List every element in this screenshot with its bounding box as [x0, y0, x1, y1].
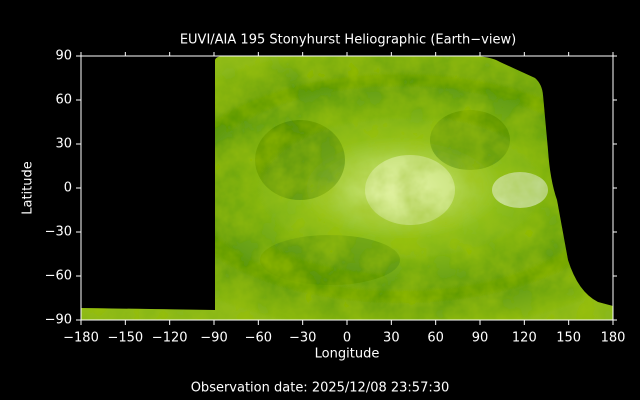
y-tick-label: −60: [45, 269, 72, 284]
x-tick-label: 0: [343, 331, 351, 346]
y-tick-label: −90: [45, 313, 72, 328]
y-tick-label: 90: [55, 49, 72, 64]
footer: Observation date: 2025/12/08 23:57:30: [191, 381, 450, 396]
x-tick-label: −60: [245, 331, 272, 346]
y-tick-label: 60: [55, 93, 72, 108]
x-tick-label: 60: [427, 331, 444, 346]
x-tick-label: −180: [63, 331, 99, 346]
x-tick-label: −150: [107, 331, 143, 346]
x-tick-label: 30: [383, 331, 400, 346]
y-tick-label: 0: [64, 181, 72, 196]
solar-map: [81, 56, 613, 320]
x-tick-label: 90: [472, 331, 489, 346]
x-tick-label: 180: [601, 331, 626, 346]
x-axis-label: Longitude: [315, 347, 380, 362]
x-tick-label: 150: [556, 331, 581, 346]
y-tick-label: −30: [45, 225, 72, 240]
chart-title: EUVI/AIA 195 Stonyhurst Heliographic (Ea…: [180, 33, 516, 48]
x-tick-label: 120: [512, 331, 537, 346]
y-tick-label: 30: [55, 137, 72, 152]
x-tick-label: −90: [200, 331, 227, 346]
x-tick-label: −120: [152, 331, 188, 346]
y-axis-label: Latitude: [21, 161, 36, 215]
x-tick-label: −30: [289, 331, 316, 346]
